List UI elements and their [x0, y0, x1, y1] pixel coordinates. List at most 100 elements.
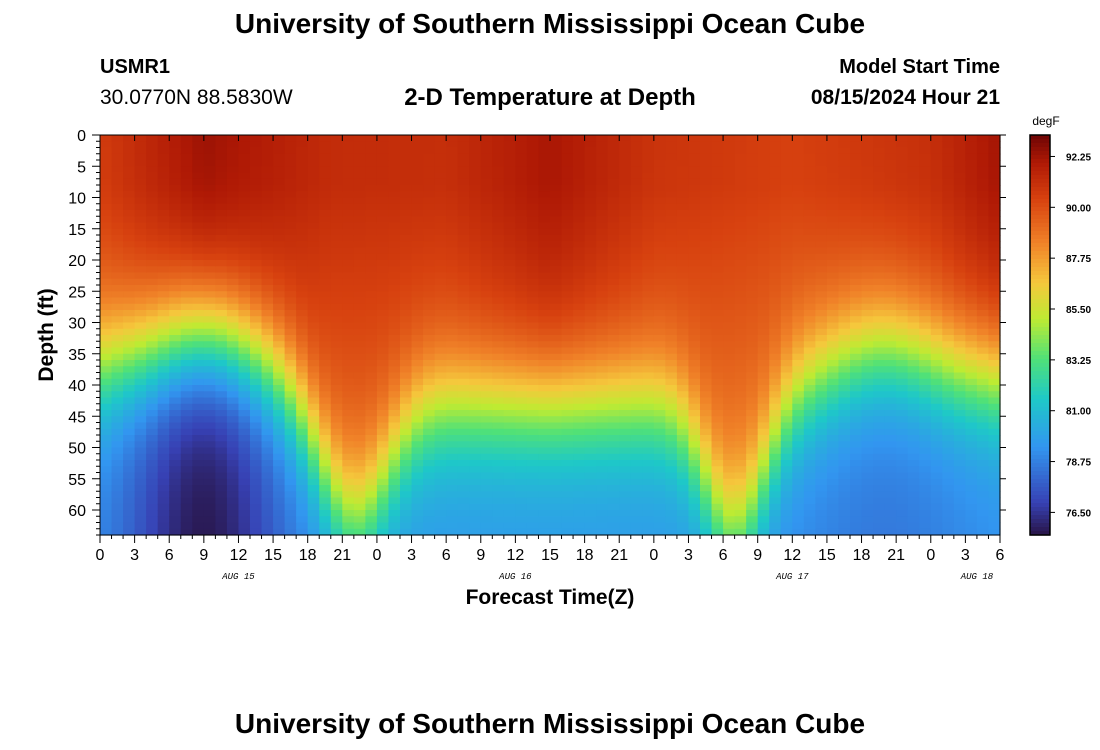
heatmap-cell [884, 497, 897, 505]
heatmap-cell [815, 178, 828, 186]
heatmap-cell [988, 322, 1001, 330]
heatmap-cell [250, 253, 263, 261]
heatmap-cell [100, 316, 113, 324]
heatmap-cell [169, 397, 182, 405]
heatmap-cell [203, 335, 216, 342]
heatmap-cell [515, 522, 528, 530]
heatmap-cell [653, 447, 666, 455]
heatmap-cell [538, 197, 551, 205]
heatmap-cell [457, 222, 470, 230]
heatmap-cell [653, 385, 666, 392]
heatmap-cell [238, 435, 251, 442]
heatmap-cell [342, 366, 355, 374]
heatmap-cell [423, 316, 436, 324]
heatmap-cell [942, 303, 955, 311]
heatmap-cell [342, 447, 355, 455]
heatmap-cell [665, 491, 678, 499]
heatmap-cell [238, 247, 251, 255]
heatmap-cell [688, 353, 701, 361]
heatmap-cell [873, 297, 886, 305]
heatmap-cell [284, 291, 297, 299]
heatmap-cell [838, 203, 851, 211]
heatmap-cell [273, 335, 286, 342]
heatmap-cell [307, 416, 320, 424]
heatmap-cell [873, 466, 886, 474]
heatmap-cell [653, 378, 666, 386]
heatmap-cell [815, 197, 828, 205]
heatmap-cell [169, 285, 182, 292]
heatmap-cell [250, 285, 263, 292]
heatmap-cell [584, 197, 597, 205]
heatmap-cell [573, 441, 586, 449]
heatmap-cell [734, 266, 747, 274]
heatmap-cell [688, 153, 701, 161]
heatmap-cell [330, 441, 343, 449]
heatmap-cell [757, 353, 770, 361]
heatmap-cell [134, 416, 147, 424]
heatmap-cell [815, 372, 828, 380]
heatmap-cell [769, 303, 782, 311]
heatmap-cell [665, 428, 678, 436]
heatmap-cell [700, 441, 713, 449]
heatmap-cell [896, 435, 909, 442]
heatmap-cell [480, 272, 493, 280]
heatmap-cell [492, 453, 505, 461]
heatmap-cell [573, 491, 586, 499]
heatmap-cell [942, 453, 955, 461]
heatmap-cell [538, 185, 551, 192]
heatmap-cell [100, 191, 113, 199]
heatmap-cell [930, 366, 943, 374]
heatmap-cell [157, 203, 170, 211]
heatmap-cell [203, 210, 216, 217]
heatmap-cell [215, 460, 228, 467]
heatmap-cell [838, 516, 851, 524]
heatmap-cell [665, 522, 678, 530]
heatmap-cell [273, 353, 286, 361]
heatmap-cell [423, 197, 436, 205]
heatmap-cell [965, 353, 978, 361]
heatmap-cell [515, 135, 528, 142]
heatmap-cell [250, 272, 263, 280]
heatmap-cell [146, 266, 159, 274]
heatmap-cell [100, 135, 113, 142]
heatmap-cell [919, 372, 932, 380]
heatmap-cell [734, 297, 747, 305]
heatmap-cell [261, 178, 274, 186]
heatmap-cell [815, 247, 828, 255]
heatmap-cell [550, 172, 563, 180]
heatmap-cell [780, 335, 793, 342]
heatmap-cell [296, 360, 309, 367]
heatmap-cell [607, 272, 620, 280]
heatmap-cell [884, 285, 897, 292]
heatmap-cell [838, 353, 851, 361]
heatmap-cell [896, 347, 909, 355]
heatmap-cell [653, 522, 666, 530]
heatmap-cell [330, 235, 343, 242]
heatmap-cell [584, 416, 597, 424]
heatmap-cell [157, 441, 170, 449]
heatmap-cell [988, 260, 1001, 267]
heatmap-cell [688, 347, 701, 355]
heatmap-cell [503, 528, 516, 536]
heatmap-cell [573, 278, 586, 286]
heatmap-cell [100, 385, 113, 392]
heatmap-cell [157, 491, 170, 499]
heatmap-cell [561, 172, 574, 180]
heatmap-cell [515, 341, 528, 349]
heatmap-cell [930, 160, 943, 167]
heatmap-cell [792, 147, 805, 155]
heatmap-cell [261, 466, 274, 474]
heatmap-cell [538, 216, 551, 224]
heatmap-cell [561, 328, 574, 336]
heatmap-cell [930, 135, 943, 142]
heatmap-cell [803, 297, 816, 305]
heatmap-cell [319, 453, 332, 461]
heatmap-cell [896, 410, 909, 417]
heatmap-cell [850, 260, 863, 267]
heatmap-cell [746, 310, 759, 317]
heatmap-cell [492, 353, 505, 361]
heatmap-cell [215, 178, 228, 186]
heatmap-cell [480, 510, 493, 517]
heatmap-cell [780, 210, 793, 217]
heatmap-cell [400, 410, 413, 417]
